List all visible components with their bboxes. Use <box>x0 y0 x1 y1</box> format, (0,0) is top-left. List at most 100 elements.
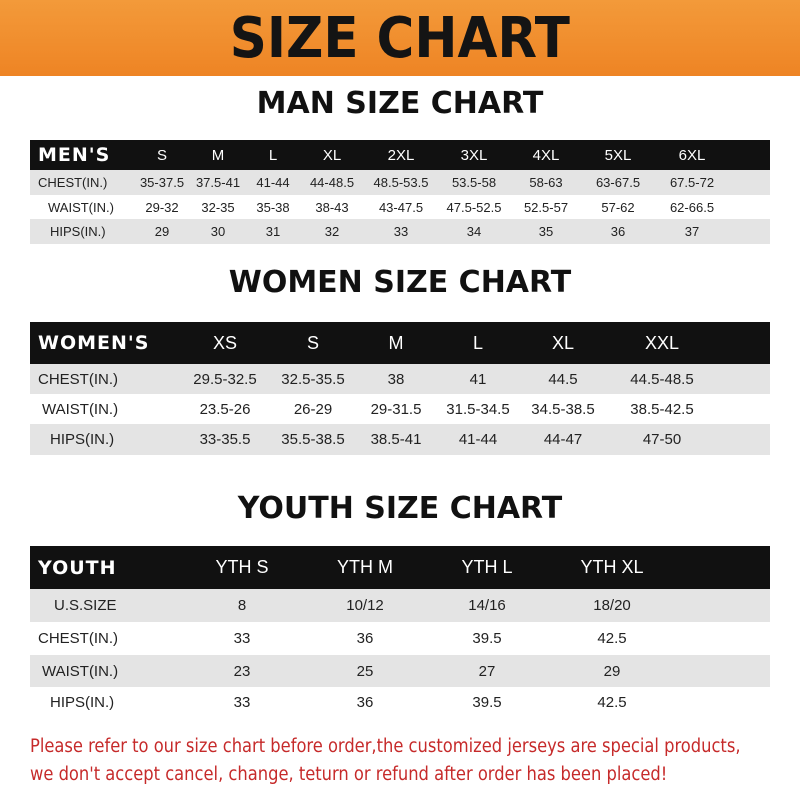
size-header: YTH M <box>337 557 393 577</box>
header-label: YOUTH <box>38 556 117 579</box>
table-cell: 35-38 <box>256 199 290 215</box>
size-header: YTH L <box>461 557 513 577</box>
table-cell: 10/12 <box>346 597 384 614</box>
table-cell: 48.5-53.5 <box>373 175 429 190</box>
size-header: XL <box>322 146 342 164</box>
table-cell: 43-47.5 <box>378 199 424 215</box>
men-title: MAN SIZE CHART <box>256 86 544 121</box>
size-header: S <box>156 146 168 164</box>
size-header: M <box>211 146 225 164</box>
row-label: U.S.SIZE <box>54 597 117 614</box>
size-header: XXL <box>644 332 680 353</box>
size-header: L <box>472 332 484 353</box>
table-cell: 8 <box>237 597 247 614</box>
row-label: WAIST(IN.) <box>42 400 119 418</box>
table-cell: 44.5-48.5 <box>630 370 694 388</box>
table-cell: 34.5-38.5 <box>531 400 595 418</box>
size-header: XL <box>551 332 575 353</box>
size-header: 4XL <box>532 146 560 164</box>
banner-title: SIZE CHART <box>229 5 571 71</box>
table-cell: 52.5-57 <box>523 199 569 215</box>
table-cell: 67.5-72 <box>669 175 715 190</box>
row-label: WAIST(IN.) <box>48 199 114 215</box>
table-cell: 32 <box>324 224 340 239</box>
row-label: HIPS(IN.) <box>50 431 115 448</box>
table-cell: 35-37.5 <box>139 175 185 190</box>
table-cell: 32-35 <box>201 199 235 215</box>
table-cell: 57-62 <box>601 199 635 215</box>
table-row: WAIST(IN.) 29-32 32-35 35-38 38-43 43-47.5 47.… <box>30 195 770 219</box>
table-row: U.S.SIZE 8 10/12 14/16 18/20 <box>30 589 770 622</box>
table-cell: 32.5-35.5 <box>281 370 345 388</box>
header-label: WOMEN'S <box>38 332 150 354</box>
table-cell: 38 <box>387 370 405 388</box>
table-cell: 37.5-41 <box>195 175 241 190</box>
table-cell: 47.5-52.5 <box>446 199 502 215</box>
table-cell: 29 <box>603 662 621 680</box>
table-cell: 34 <box>466 224 482 239</box>
table-cell: 38.5-42.5 <box>630 400 694 418</box>
size-header: YTH S <box>215 557 269 577</box>
table-cell: 41-44 <box>256 175 290 190</box>
row-label: HIPS(IN.) <box>50 224 106 239</box>
row-label: WAIST(IN.) <box>42 662 119 680</box>
table-cell: 23.5-26 <box>199 400 251 418</box>
table-cell: 33-35.5 <box>199 431 251 448</box>
table-cell: 14/16 <box>468 597 506 614</box>
table-header-row: MEN'S S M L XL 2XL 3XL 4XL 5XL 6XL <box>30 140 770 170</box>
table-cell: 37 <box>684 224 700 239</box>
row-label: CHEST(IN.) <box>38 630 118 647</box>
table-cell: 36 <box>356 630 374 647</box>
row-label: CHEST(IN.) <box>38 370 118 388</box>
table-cell: 36 <box>610 224 626 239</box>
table-row: HIPS(IN.) 33 36 39.5 42.5 <box>30 687 770 718</box>
table-cell: 33 <box>393 224 409 239</box>
table-cell: 29.5-32.5 <box>193 370 257 388</box>
row-label: CHEST(IN.) <box>38 175 108 190</box>
table-cell: 42.5 <box>597 694 627 711</box>
table-row: WAIST(IN.) 23 25 27 29 <box>30 655 770 687</box>
table-header-row: YOUTH YTH S YTH M YTH L YTH XL <box>30 546 770 589</box>
size-header: M <box>388 332 404 353</box>
size-header: 5XL <box>604 146 632 164</box>
table-row: HIPS(IN.) 29 30 31 32 33 34 35 36 37 <box>30 219 770 244</box>
table-cell: 44.5 <box>548 370 578 388</box>
table-row: WAIST(IN.) 23.5-26 26-29 29-31.5 31.5-34.5 34… <box>30 394 770 424</box>
table-row: CHEST(IN.) 33 36 39.5 42.5 <box>30 622 770 655</box>
size-header: 2XL <box>387 146 415 164</box>
table-cell: 26-29 <box>293 400 333 418</box>
youth-size-table: YOUTH YTH S YTH M YTH L YTH XL U.S.SIZE 8 10/12… <box>30 546 770 718</box>
size-header: 6XL <box>678 146 706 164</box>
table-cell: 39.5 <box>472 630 502 647</box>
size-header: S <box>306 332 320 353</box>
table-row: CHEST(IN.) 35-37.5 37.5-41 41-44 44-48.5 48.5… <box>30 170 770 195</box>
women-size-table: WOMEN'S XS S M L XL XXL CHEST(IN.) 29.5-32.5 32.5… <box>30 322 770 455</box>
table-cell: 23 <box>233 662 251 680</box>
table-cell: 41-44 <box>458 431 498 448</box>
size-chart-banner: SIZE CHART <box>0 0 800 76</box>
table-cell: 41 <box>469 370 487 388</box>
table-row: HIPS(IN.) 33-35.5 35.5-38.5 38.5-41 41-44 44-… <box>30 424 770 455</box>
table-row: CHEST(IN.) 29.5-32.5 32.5-35.5 38 41 44.5 44.5… <box>30 364 770 394</box>
table-cell: 38.5-41 <box>370 431 422 448</box>
youth-title: YOUTH SIZE CHART <box>237 491 563 526</box>
table-cell: 62-66.5 <box>669 199 715 215</box>
men-size-table: MEN'S S M L XL 2XL 3XL 4XL 5XL 6XL CHEST(IN.) 35-37… <box>30 140 770 244</box>
footer-line-2: we don't accept cancel, change, teturn o… <box>30 764 668 785</box>
footer-line-1: Please refer to our size chart before or… <box>30 736 741 757</box>
size-header: L <box>268 146 278 164</box>
table-cell: 29 <box>154 224 170 239</box>
table-cell: 31 <box>265 224 281 239</box>
table-cell: 44-47 <box>543 431 583 448</box>
table-cell: 58-63 <box>529 175 563 190</box>
women-title: WOMEN SIZE CHART <box>228 265 572 300</box>
table-cell: 29-32 <box>145 199 179 215</box>
table-cell: 36 <box>356 694 374 711</box>
table-cell: 47-50 <box>642 431 682 448</box>
table-cell: 35 <box>538 224 554 239</box>
table-cell: 30 <box>210 224 226 239</box>
table-cell: 18/20 <box>593 597 631 614</box>
table-cell: 33 <box>233 694 251 711</box>
table-cell: 63-67.5 <box>595 175 641 190</box>
table-cell: 31.5-34.5 <box>446 400 510 418</box>
